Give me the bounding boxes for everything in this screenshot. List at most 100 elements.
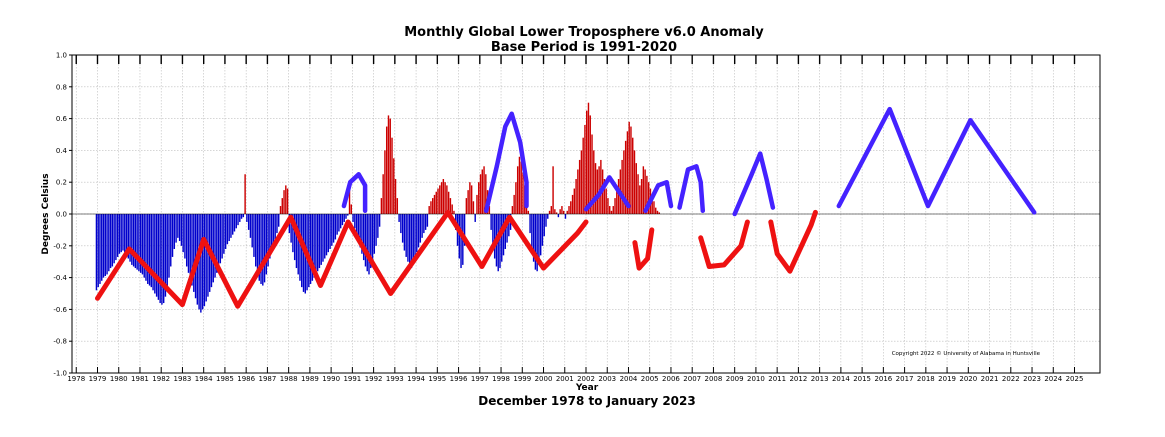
anomaly-bar bbox=[532, 214, 535, 262]
anomaly-bar bbox=[299, 214, 301, 281]
anomaly-bar bbox=[407, 214, 409, 262]
anomaly-bar bbox=[270, 214, 273, 253]
anomaly-bar bbox=[95, 214, 98, 291]
anomaly-bar bbox=[504, 214, 506, 249]
anomaly-bar bbox=[632, 137, 634, 214]
x-tick-label: 2004 bbox=[620, 375, 638, 383]
anomaly-bar bbox=[355, 214, 358, 235]
anomaly-bar bbox=[488, 206, 491, 214]
anomaly-bar bbox=[332, 214, 335, 243]
x-axis-label: Year bbox=[575, 383, 599, 393]
anomaly-bar bbox=[232, 214, 234, 235]
x-tick-label: 2011 bbox=[768, 375, 786, 383]
anomaly-bar bbox=[656, 210, 659, 214]
anomaly-bar bbox=[596, 169, 599, 214]
anomaly-bar bbox=[446, 185, 448, 214]
x-tick-label: 2009 bbox=[726, 375, 744, 383]
x-tick-label: 2001 bbox=[556, 375, 574, 383]
x-tick-label: 2000 bbox=[535, 375, 553, 383]
blue-annotation-trace bbox=[732, 151, 776, 217]
anomaly-bar bbox=[136, 214, 138, 270]
x-tick-label: 2016 bbox=[874, 375, 892, 383]
anomaly-bar bbox=[325, 214, 328, 256]
anomaly-bar bbox=[207, 214, 209, 297]
anomaly-bar bbox=[141, 214, 144, 275]
anomaly-bar bbox=[311, 214, 314, 281]
anomaly-bar bbox=[640, 179, 643, 214]
anomaly-bar bbox=[116, 214, 119, 257]
anomaly-bar bbox=[244, 174, 246, 214]
anomaly-bar bbox=[138, 214, 140, 272]
anomaly-bar bbox=[405, 214, 407, 257]
anomaly-bar bbox=[651, 194, 653, 214]
anomaly-bar bbox=[539, 214, 542, 256]
anomaly-bar bbox=[580, 150, 583, 214]
anomaly-bar bbox=[458, 214, 460, 259]
blue-annotation-trace bbox=[483, 111, 529, 214]
red-annotation-trace bbox=[632, 227, 655, 271]
x-tick-label: 2018 bbox=[917, 375, 935, 383]
chart-title: Monthly Global Lower Troposphere v6.0 An… bbox=[404, 25, 764, 40]
x-tick-label: 1984 bbox=[195, 375, 213, 383]
anomaly-bar bbox=[180, 214, 183, 246]
y-tick-label: 0.4 bbox=[56, 147, 68, 155]
anomaly-bar bbox=[240, 214, 243, 219]
anomaly-bar bbox=[274, 214, 276, 240]
anomaly-bar bbox=[154, 214, 156, 294]
anomaly-bar bbox=[561, 206, 563, 214]
anomaly-bar bbox=[375, 214, 377, 246]
anomaly-bar bbox=[442, 179, 445, 214]
anomaly-bar bbox=[108, 214, 110, 272]
anomaly-bar bbox=[134, 214, 137, 269]
anomaly-bar bbox=[378, 214, 381, 227]
anomaly-bar bbox=[449, 198, 452, 214]
anomaly-bar bbox=[492, 214, 494, 246]
x-tick-label: 1998 bbox=[492, 375, 510, 383]
anomaly-bar bbox=[267, 214, 269, 267]
anomaly-bar bbox=[184, 214, 186, 259]
x-tick-label: 1992 bbox=[365, 375, 383, 383]
anomaly-bar bbox=[586, 110, 588, 214]
anomaly-bar bbox=[485, 174, 487, 214]
x-tick-label: 2019 bbox=[938, 375, 956, 383]
anomaly-bar bbox=[396, 198, 399, 214]
y-tick-label: -0.4 bbox=[53, 274, 67, 282]
anomaly-bar bbox=[203, 214, 206, 307]
anomaly-bar bbox=[548, 210, 551, 214]
anomaly-bar bbox=[497, 214, 499, 272]
anomaly-bar bbox=[118, 214, 121, 254]
anomaly-bar bbox=[143, 214, 145, 278]
anomaly-bar bbox=[354, 214, 356, 229]
anomaly-bar bbox=[600, 159, 602, 214]
anomaly-bar bbox=[235, 214, 237, 229]
anomaly-bar bbox=[370, 214, 372, 269]
anomaly-bar bbox=[302, 214, 305, 292]
anomaly-bar bbox=[255, 214, 257, 267]
anomaly-bar bbox=[633, 150, 636, 214]
anomaly-bar bbox=[573, 188, 576, 214]
anomaly-bar bbox=[502, 214, 505, 256]
anomaly-bar bbox=[472, 201, 475, 214]
anomaly-bar bbox=[178, 214, 181, 242]
anomaly-bar bbox=[439, 185, 441, 214]
x-tick-label: 2017 bbox=[896, 375, 914, 383]
anomaly-bar bbox=[501, 214, 503, 262]
anomaly-bar bbox=[476, 194, 478, 214]
anomaly-bar bbox=[380, 198, 383, 214]
x-tick-label: 2013 bbox=[811, 375, 829, 383]
anomaly-bar bbox=[628, 121, 630, 214]
anomaly-bar bbox=[515, 182, 517, 214]
anomaly-bar bbox=[256, 214, 259, 275]
anomaly-bar bbox=[440, 182, 443, 214]
anomaly-bar bbox=[309, 214, 312, 284]
x-tick-label: 2021 bbox=[981, 375, 999, 383]
annotation-traces bbox=[95, 106, 1037, 309]
anomaly-bar bbox=[111, 214, 114, 267]
anomaly-bar bbox=[147, 214, 149, 284]
anomaly-bar bbox=[286, 188, 289, 214]
anomaly-bar bbox=[416, 214, 418, 253]
anomaly-bar bbox=[428, 206, 430, 214]
y-tick-label: -0.2 bbox=[53, 242, 67, 250]
x-tick-label: 2007 bbox=[683, 375, 701, 383]
anomaly-bar bbox=[522, 172, 524, 214]
